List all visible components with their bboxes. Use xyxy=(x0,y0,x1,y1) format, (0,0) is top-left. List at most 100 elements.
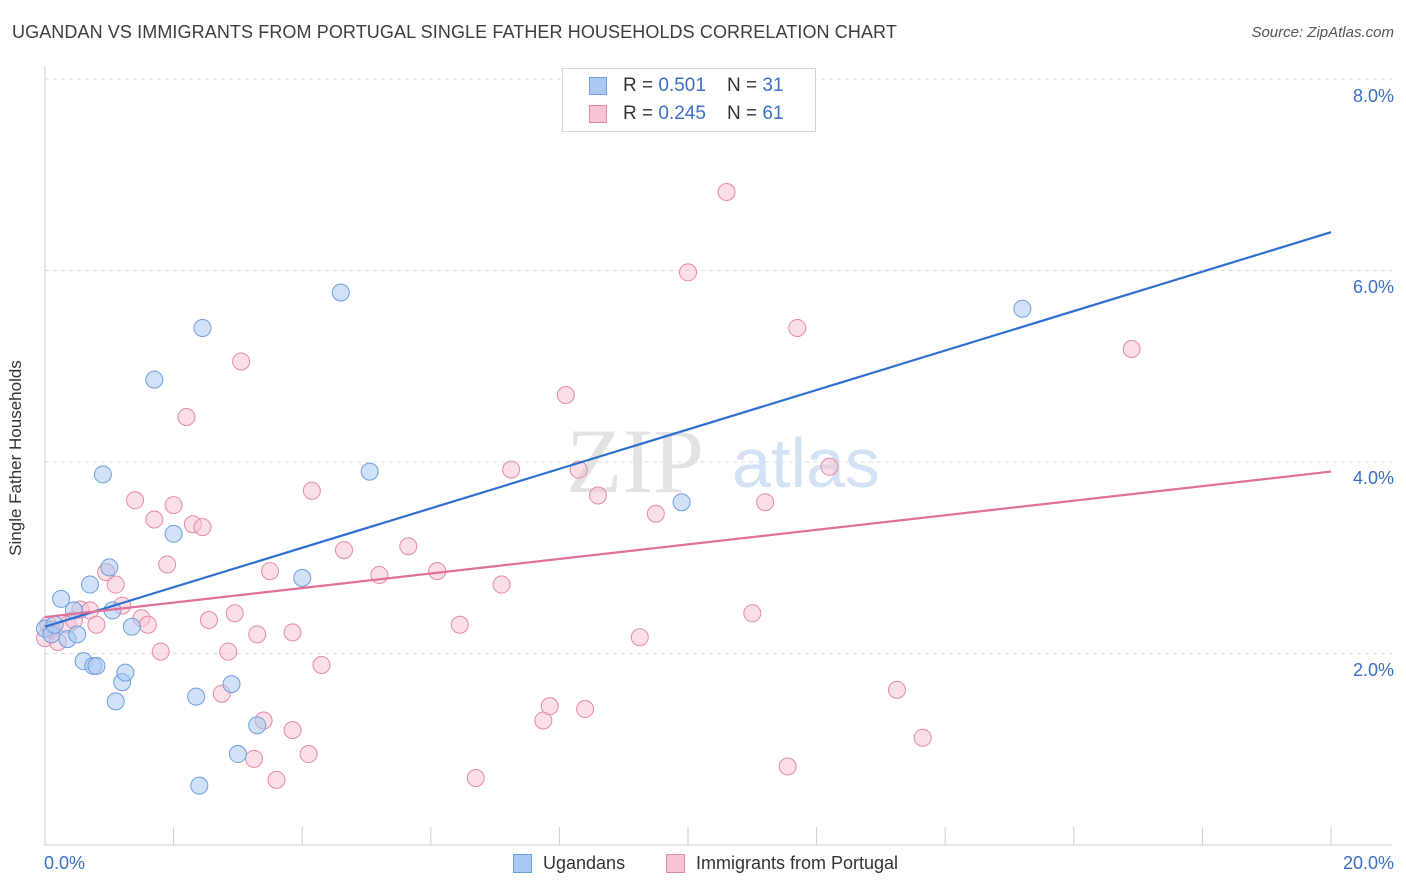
point-portugal xyxy=(756,493,775,512)
point-portugal xyxy=(158,555,177,574)
point-portugal xyxy=(248,625,267,644)
chart-title: UGANDAN VS IMMIGRANTS FROM PORTUGAL SING… xyxy=(12,22,897,42)
point-portugal xyxy=(743,604,762,623)
point-ugandans xyxy=(331,283,350,302)
point-portugal xyxy=(106,575,125,594)
stats-text-ugandans: R = 0.501 N = 31 xyxy=(623,75,784,97)
point-portugal xyxy=(334,541,353,560)
point-portugal xyxy=(788,318,807,337)
point-portugal xyxy=(267,770,286,789)
point-ugandans xyxy=(193,318,212,337)
y-axis-label: Single Father Households xyxy=(6,360,25,556)
point-ugandans xyxy=(190,776,209,795)
r-label: R = xyxy=(623,75,659,96)
point-portugal xyxy=(283,623,302,642)
point-portugal xyxy=(219,642,238,661)
point-portugal xyxy=(164,496,183,515)
point-portugal xyxy=(232,352,251,371)
point-portugal xyxy=(312,655,331,674)
point-portugal xyxy=(199,610,218,629)
point-ugandans xyxy=(100,558,119,577)
point-portugal xyxy=(588,486,607,505)
point-portugal xyxy=(717,182,736,201)
point-ugandans xyxy=(164,524,183,543)
trend-line-ugandans xyxy=(44,231,1332,628)
point-portugal xyxy=(261,562,280,581)
point-ugandans xyxy=(93,465,112,484)
point-portugal xyxy=(778,757,797,776)
point-ugandans xyxy=(68,625,87,644)
legend-label-ugandans: Ugandans xyxy=(543,853,626,873)
stats-swatch-ugandans xyxy=(589,77,607,95)
point-portugal xyxy=(1122,340,1141,359)
point-portugal xyxy=(399,537,418,556)
point-portugal xyxy=(646,504,665,523)
point-portugal xyxy=(283,721,302,740)
point-portugal xyxy=(466,768,485,787)
trend-lines xyxy=(44,231,1332,628)
x-tick-label-max: 20.0% xyxy=(1342,853,1394,873)
point-portugal xyxy=(145,510,164,529)
legend-swatch-ugandans xyxy=(513,854,532,873)
source-label: Source: ZipAtlas.com xyxy=(1251,24,1394,41)
point-portugal xyxy=(556,385,575,404)
point-portugal xyxy=(576,700,595,719)
point-portugal xyxy=(913,728,932,747)
point-portugal xyxy=(193,518,212,537)
series-ugandans-points xyxy=(36,283,1032,795)
point-portugal xyxy=(299,745,318,764)
point-ugandans xyxy=(52,589,71,608)
point-portugal xyxy=(225,604,244,623)
point-portugal xyxy=(887,680,906,699)
point-ugandans xyxy=(87,656,106,675)
stats-legend: R = 0.501 N = 31 R = 0.245 N = 61 xyxy=(562,68,816,132)
point-ugandans xyxy=(222,675,241,694)
point-portugal xyxy=(126,491,145,510)
point-portugal xyxy=(244,749,263,768)
legend-swatch-portugal xyxy=(666,854,685,873)
stats-text-portugal: R = 0.245 N = 61 xyxy=(623,103,784,125)
stats-swatch-portugal xyxy=(589,105,607,123)
point-portugal xyxy=(502,460,521,479)
n-label: N = xyxy=(727,103,763,124)
point-portugal xyxy=(820,457,839,476)
point-portugal xyxy=(302,481,321,500)
y-tick-label-2: 2.0% xyxy=(1352,660,1394,680)
y-tick-label-4: 4.0% xyxy=(1352,468,1394,488)
n-label: N = xyxy=(727,75,763,96)
y-tick-label-8: 8.0% xyxy=(1352,86,1394,106)
r-label: R = xyxy=(623,103,659,124)
point-ugandans xyxy=(122,617,141,636)
point-ugandans xyxy=(81,575,100,594)
point-portugal xyxy=(679,263,697,282)
point-portugal xyxy=(87,615,106,634)
n-value: 61 xyxy=(762,103,784,124)
y-tick-label-6: 6.0% xyxy=(1352,277,1394,297)
point-portugal xyxy=(540,697,559,716)
point-ugandans xyxy=(293,568,312,587)
point-ugandans xyxy=(145,370,164,389)
trend-line-portugal xyxy=(44,470,1332,619)
point-portugal xyxy=(630,628,649,647)
axes xyxy=(44,66,1392,846)
point-portugal xyxy=(138,615,157,634)
point-portugal xyxy=(492,575,511,594)
point-portugal xyxy=(177,407,196,426)
point-ugandans xyxy=(1013,299,1032,318)
x-tick-label-min: 0.0% xyxy=(44,853,86,873)
point-ugandans xyxy=(106,692,125,711)
watermark-atlas: atlas xyxy=(732,424,880,502)
point-ugandans xyxy=(228,745,247,764)
point-ugandans xyxy=(116,663,135,682)
r-value: 0.245 xyxy=(658,103,706,124)
point-ugandans xyxy=(248,716,267,735)
legend-label-portugal: Immigrants from Portugal xyxy=(696,853,899,873)
point-ugandans xyxy=(187,687,206,706)
n-value: 31 xyxy=(762,75,784,96)
point-ugandans xyxy=(672,493,691,512)
r-value: 0.501 xyxy=(658,75,706,96)
point-ugandans xyxy=(360,462,379,481)
point-portugal xyxy=(151,642,170,661)
point-portugal xyxy=(450,615,469,634)
